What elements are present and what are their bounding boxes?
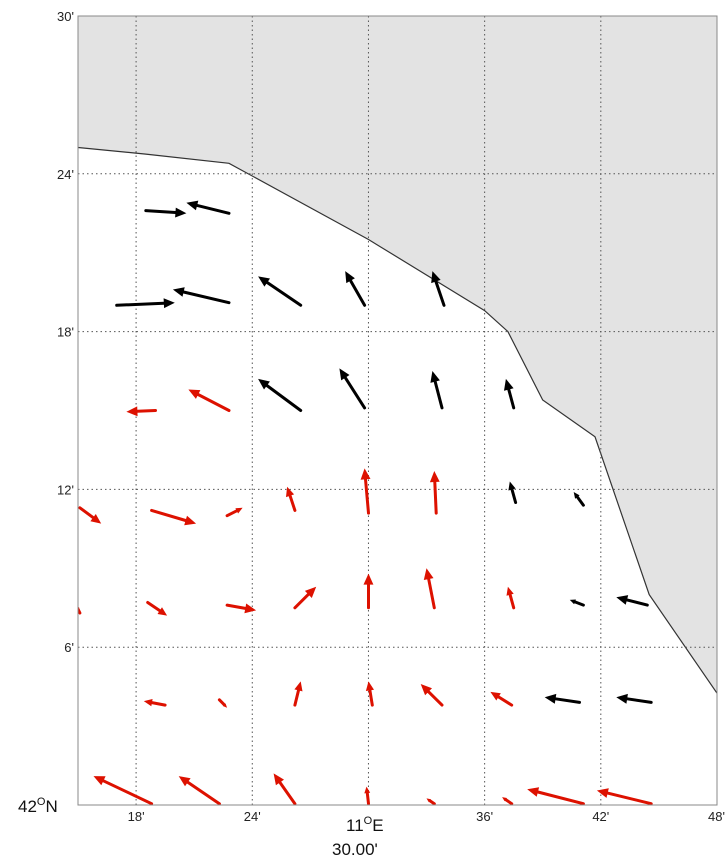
lon-center-minutes: 30.00'	[332, 840, 378, 859]
current-arrow	[258, 378, 303, 412]
lat-tick-label-18: 18'	[57, 325, 74, 340]
current-arrow	[146, 601, 168, 616]
current-arrow	[569, 599, 585, 607]
lat-tick-label-12: 12'	[57, 482, 74, 497]
current-arrow	[616, 595, 649, 607]
lon-center-label: 11OE	[346, 815, 384, 835]
current-arrow	[490, 691, 514, 707]
current-arrow	[573, 492, 585, 507]
map-frame	[77, 15, 718, 806]
coastline	[78, 146, 717, 694]
current-arrow	[364, 786, 371, 805]
current-arrow	[258, 276, 303, 307]
current-arrow	[423, 568, 436, 610]
current-arrow	[596, 788, 653, 805]
current-arrow	[431, 271, 446, 307]
current-arrow	[93, 776, 154, 805]
graticule	[78, 16, 717, 805]
current-arrow	[273, 773, 297, 805]
latitude-tick-labels: 6' 12' 18' 24' 30'	[57, 9, 74, 655]
lon-tick-label-48: 48'	[708, 809, 725, 824]
current-arrow	[527, 787, 585, 805]
current-arrow	[286, 486, 297, 512]
current-arrow	[293, 586, 317, 610]
current-arrow	[293, 681, 303, 707]
current-arrow	[143, 699, 167, 707]
current-arrow	[345, 271, 367, 307]
current-arrow	[544, 693, 581, 704]
current-arrow	[115, 298, 175, 309]
lon-tick-label-24: 24'	[244, 809, 261, 824]
current-arrow	[426, 798, 436, 805]
current-arrow	[225, 507, 243, 518]
current-arrow	[504, 378, 516, 410]
current-arrow	[339, 368, 367, 410]
current-arrow	[126, 406, 157, 417]
current-arrow	[502, 797, 514, 805]
current-arrow	[78, 506, 102, 524]
lat-tick-label-30: 30'	[57, 9, 74, 24]
current-arrow	[430, 371, 444, 410]
current-arrow	[188, 389, 231, 412]
current-arrow	[506, 586, 516, 610]
current-arrow	[429, 471, 440, 515]
current-arrow	[186, 200, 231, 215]
current-arrow	[365, 681, 374, 707]
lat-origin-label: 42ON	[18, 796, 58, 816]
current-arrow	[178, 776, 221, 805]
current-arrow	[172, 287, 231, 305]
current-arrow	[144, 207, 187, 218]
current-arrow	[508, 481, 518, 504]
current-arrow	[360, 468, 371, 515]
lon-tick-label-18: 18'	[128, 809, 145, 824]
current-arrow	[420, 684, 444, 707]
current-arrow	[225, 603, 257, 614]
current-arrow	[616, 693, 653, 704]
lat-tick-label-6: 6'	[64, 640, 74, 655]
current-arrow	[217, 698, 228, 708]
vector-field	[78, 200, 653, 805]
lon-tick-label-36: 36'	[476, 809, 493, 824]
lon-tick-label-42: 42'	[592, 809, 609, 824]
current-arrow	[150, 508, 197, 526]
land-area	[78, 16, 717, 694]
current-arrow	[363, 573, 374, 610]
longitude-tick-labels: 18' 24' 36' 42' 48'	[128, 809, 725, 824]
lat-tick-label-24: 24'	[57, 167, 74, 182]
